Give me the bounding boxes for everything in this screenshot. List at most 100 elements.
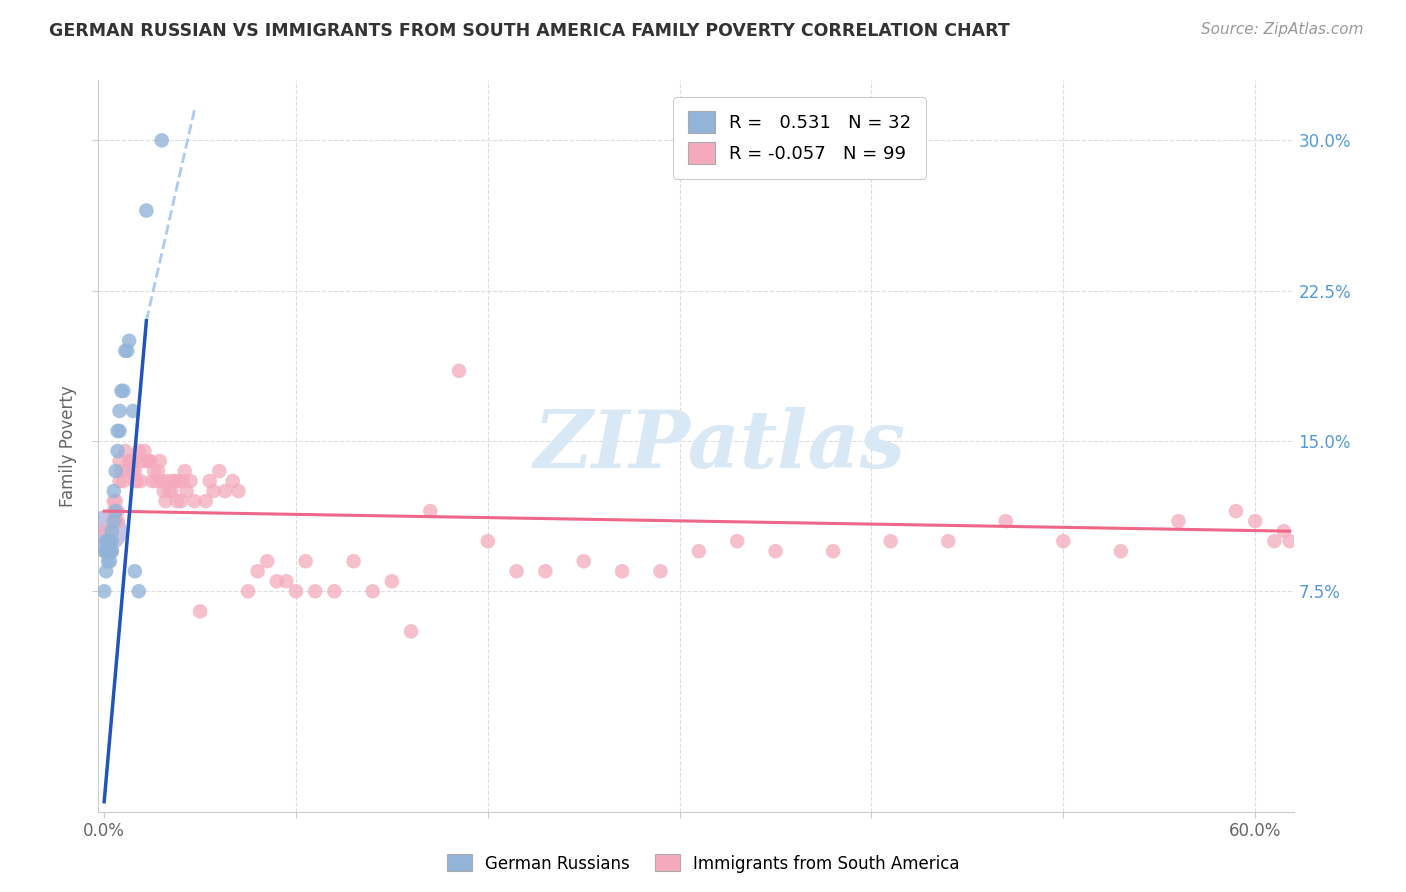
Point [98,534,121,549]
Point [115,343,138,358]
Point [879,534,901,549]
Point [94,524,117,538]
Point [93,544,115,558]
Point [936,534,959,549]
Point [97,544,120,558]
Point [1167,514,1189,528]
Point [1278,534,1301,549]
Point [304,584,326,599]
Point [94,534,117,549]
Point [183,494,205,508]
Point [128,584,150,599]
Point [1272,524,1295,538]
Point [94,544,117,558]
Point [1263,534,1285,549]
Point [167,474,190,488]
Point [112,474,135,488]
Point [381,574,404,589]
Point [160,484,183,499]
Point [98,544,121,558]
Point [150,474,173,488]
Point [97,534,120,549]
Point [1225,504,1247,518]
Point [108,474,131,488]
Point [266,574,288,589]
Point [173,464,195,478]
Text: GERMAN RUSSIAN VS IMMIGRANTS FROM SOUTH AMERICA FAMILY POVERTY CORRELATION CHART: GERMAN RUSSIAN VS IMMIGRANTS FROM SOUTH … [49,22,1010,40]
Point [143,464,166,478]
Point [823,544,845,558]
Point [725,534,748,549]
Point [101,534,124,549]
Point [131,454,153,468]
Point [222,474,245,488]
Text: ZIPatlas: ZIPatlas [534,408,905,484]
Point [101,524,124,538]
Point [129,474,152,488]
Point [256,554,278,568]
Point [124,474,146,488]
Point [122,404,145,418]
Point [610,564,633,578]
Point [572,554,595,568]
Point [97,534,120,549]
Point [94,534,117,549]
Point [157,484,180,499]
Point [208,464,231,478]
Point [120,454,142,468]
Point [107,504,129,518]
Point [176,484,198,499]
Point [104,494,127,508]
Point [688,544,710,558]
Point [765,544,787,558]
Point [107,444,129,458]
Point [118,454,141,468]
Legend: R =   0.531   N = 32, R = -0.057   N = 99: R = 0.531 N = 32, R = -0.057 N = 99 [673,96,927,178]
Point [650,564,672,578]
Point [101,534,124,549]
Point [124,464,146,478]
Point [162,474,184,488]
Point [323,584,346,599]
Point [276,574,298,589]
Point [152,484,174,499]
Point [98,534,121,549]
Point [115,464,138,478]
Point [108,424,131,438]
Point [108,404,131,418]
Point [449,364,471,378]
Point [114,343,136,358]
Point [112,384,135,398]
Point [124,564,146,578]
Point [101,544,124,558]
Point [505,564,527,578]
Point [101,544,124,558]
Point [118,334,141,348]
Point [399,624,422,639]
Point [97,554,120,568]
Point [1052,534,1074,549]
Legend: German Russians, Immigrants from South America: German Russians, Immigrants from South A… [440,847,966,880]
Point [110,464,132,478]
Point [103,504,125,518]
Point [419,504,441,518]
Point [156,474,179,488]
Point [342,554,364,568]
Point [149,454,172,468]
Point [172,474,194,488]
Point [146,464,169,478]
Point [202,484,225,499]
Point [103,494,125,508]
Point [534,564,557,578]
Point [155,494,177,508]
Point [135,203,157,218]
Point [104,464,127,478]
Point [97,544,120,558]
Point [361,584,384,599]
Text: Source: ZipAtlas.com: Source: ZipAtlas.com [1201,22,1364,37]
Point [294,554,316,568]
Point [136,454,159,468]
Point [135,454,157,468]
Point [166,494,188,508]
Point [98,544,121,558]
